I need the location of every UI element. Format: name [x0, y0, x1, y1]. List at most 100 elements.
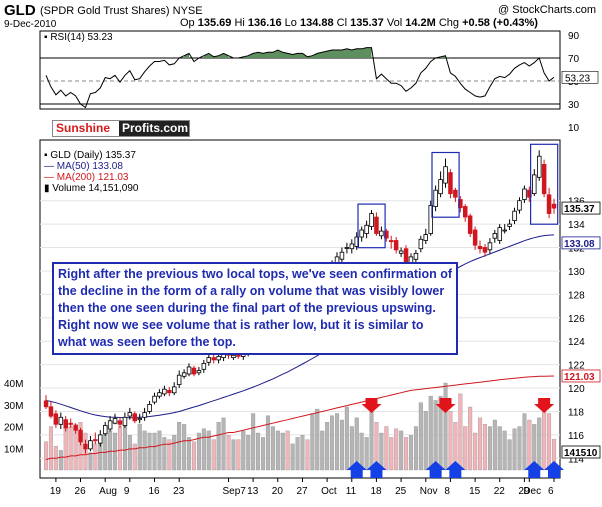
legend-ma50: — MA(50) 133.08	[44, 161, 123, 172]
x-tick-label: 27	[296, 486, 308, 497]
volume-bar	[478, 417, 483, 471]
volume-bar	[527, 419, 532, 471]
volume-bar	[482, 424, 487, 471]
candle-body	[537, 155, 542, 178]
candle-body	[88, 440, 93, 450]
rsi-tick-label: 70	[568, 54, 580, 65]
candle-body	[142, 412, 147, 418]
candle-body	[487, 242, 493, 251]
x-tick-label: 25	[395, 486, 407, 497]
candle-body	[117, 420, 123, 425]
volume-bar	[211, 439, 216, 471]
x-tick-label: 23	[173, 486, 185, 497]
candle-body	[83, 443, 88, 450]
volume-bar	[542, 404, 547, 471]
top-box-dec	[529, 143, 559, 225]
x-tick-label: 19	[50, 486, 62, 497]
volume-bar	[103, 430, 108, 471]
volume-bar	[196, 432, 201, 471]
legend-gld: ▪ GLD (Daily) 135.37	[44, 150, 136, 161]
volume-bar	[295, 437, 300, 471]
volume-bar	[428, 395, 433, 471]
candle-body	[512, 210, 517, 221]
top-box-oct	[357, 203, 386, 249]
volume-bar	[418, 402, 423, 471]
volume-bar	[502, 430, 507, 471]
candle-body	[196, 370, 202, 374]
candle-body	[152, 395, 157, 403]
volume-bar	[78, 422, 83, 471]
volume-up-arrow	[445, 461, 466, 478]
volume-bar	[162, 437, 167, 471]
volume-bar	[423, 411, 428, 471]
brand-label: @ StockCharts.com	[498, 4, 596, 16]
volume-bar	[187, 437, 192, 471]
x-tick-label: 15	[469, 486, 481, 497]
volume-bar	[88, 452, 93, 471]
lo-value: 134.88	[299, 17, 334, 29]
candle-body	[497, 227, 502, 241]
price-tick-label: 118	[568, 407, 584, 418]
rsi-line	[45, 47, 555, 109]
volume-bar	[231, 439, 236, 471]
volume-bar	[226, 435, 231, 471]
x-tick-label: Oct	[321, 486, 337, 497]
candle-body	[428, 204, 433, 234]
candle-body	[349, 243, 355, 250]
legend-volume: ▮ Volume 14,151,090	[44, 183, 139, 194]
volume-down-arrow	[435, 398, 456, 413]
rsi-value-tag	[561, 70, 599, 84]
volume-bar	[315, 408, 320, 471]
candle-body	[167, 389, 172, 394]
x-tick-label: 8	[444, 486, 450, 497]
volume-bar	[330, 415, 335, 471]
volume-bar	[201, 428, 206, 471]
top-box-nov	[431, 151, 460, 218]
volume-bar	[408, 435, 413, 471]
price-tick-label: 128	[568, 290, 585, 301]
volume-bar	[320, 430, 325, 471]
volume-up-arrow	[425, 461, 446, 478]
volume-bar	[290, 443, 295, 471]
price-tick-label: 126	[568, 314, 585, 325]
volume-bar	[344, 406, 349, 471]
x-tick-label: 13	[247, 486, 259, 497]
volume-bar	[280, 432, 285, 471]
candle-body	[359, 229, 364, 238]
volume-bar	[522, 413, 527, 471]
ma200-tag: 121.03	[564, 372, 595, 383]
candle-body	[58, 416, 64, 425]
volume-bar	[221, 417, 226, 471]
volume-bar	[172, 435, 177, 471]
candle-body	[181, 372, 187, 377]
x-tick-label: 22	[494, 486, 506, 497]
candle-body	[68, 422, 73, 425]
x-tick-label: 9	[124, 486, 130, 497]
candle-body	[93, 439, 98, 442]
volume-bar	[458, 393, 463, 471]
candle-body	[78, 429, 83, 443]
volume-bar	[433, 400, 438, 471]
volume-tick-label: 10M	[4, 444, 23, 455]
volume-bar	[448, 411, 453, 471]
volume-bar	[275, 430, 280, 471]
candle-body	[527, 189, 532, 198]
candle-body	[472, 229, 478, 246]
volume-bar	[58, 450, 63, 471]
volume-bar	[463, 426, 468, 471]
candle-body	[103, 425, 108, 435]
candle-body	[477, 245, 483, 250]
volume-bar	[443, 382, 448, 471]
volume-tick-label: 20M	[4, 423, 23, 434]
volume-bar	[369, 408, 374, 471]
volume-bar	[256, 432, 261, 471]
candle-body	[112, 418, 118, 424]
annotation-note: Right after the previous two local tops,…	[52, 262, 458, 355]
volume-bar	[413, 426, 418, 471]
volume-bar	[191, 441, 196, 471]
volume-bar	[305, 439, 310, 471]
price-tick-label: 116	[568, 431, 584, 442]
x-tick-label: 18	[370, 486, 382, 497]
volume-bar	[364, 437, 369, 471]
